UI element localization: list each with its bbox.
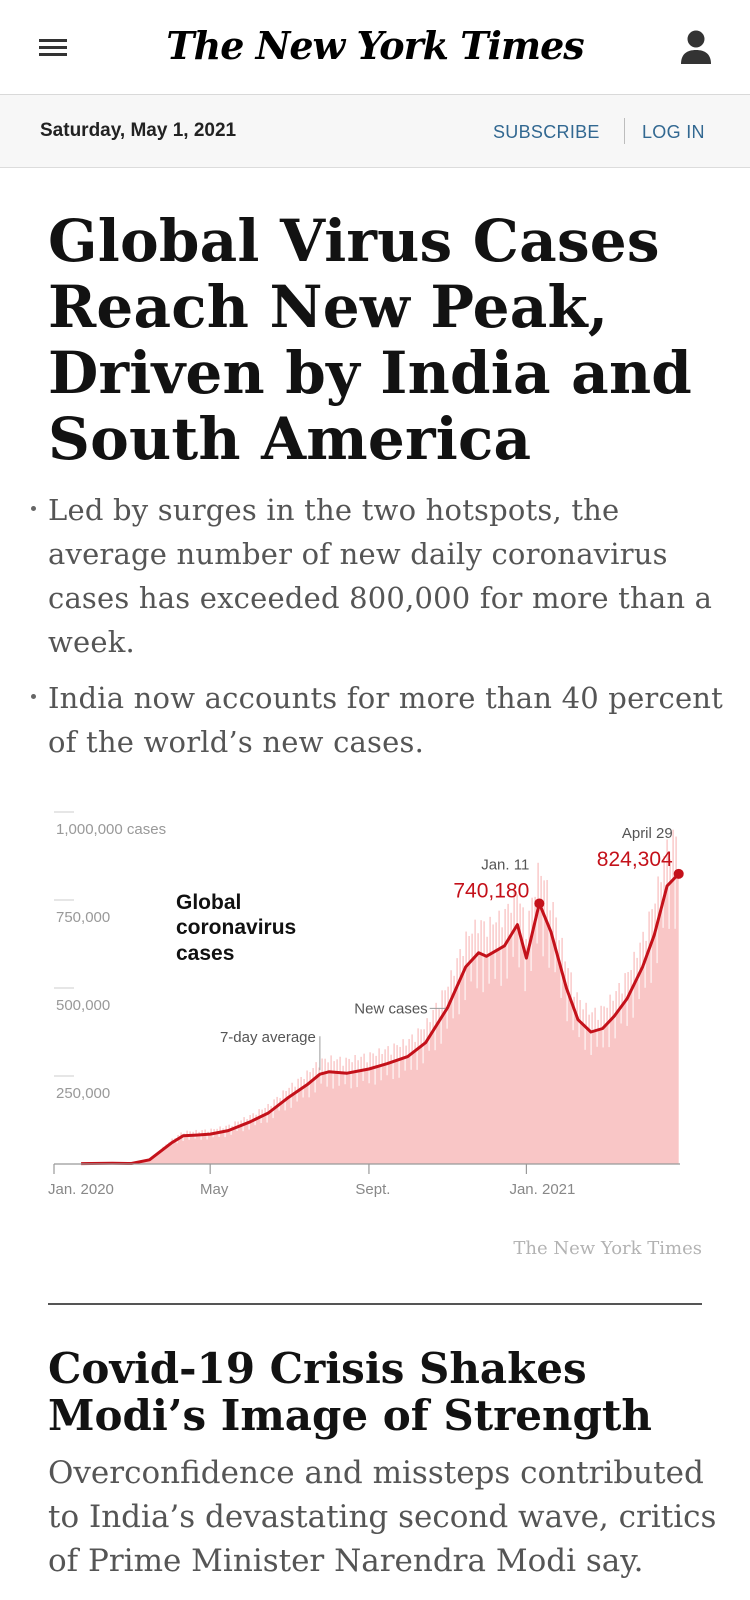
annotation-date: Jan. 11 <box>481 856 529 873</box>
chart-credit: The New York Times <box>513 1238 702 1259</box>
x-tick-label: Sept. <box>355 1181 390 1198</box>
nyt-logo[interactable]: The New York Times <box>166 23 584 68</box>
chart-title-line: Global <box>176 891 241 914</box>
seven-day-average-label: 7-day average <box>220 1029 316 1046</box>
y-tick-label: 1,000,000 cases <box>56 821 166 838</box>
x-tick-label: Jan. 2020 <box>48 1181 114 1198</box>
story-headline[interactable]: Global Virus Cases Reach New Peak, Drive… <box>48 207 693 473</box>
summary-bullet: Led by surges in the two hotspots, the a… <box>31 488 728 664</box>
edition-date: Saturday, May 1, 2021 <box>40 120 237 141</box>
seven-day-average-line <box>81 872 680 1166</box>
summary-bullet: India now accounts for more than 40 perc… <box>31 676 728 764</box>
new-cases-label: New cases <box>354 1000 427 1017</box>
user-account-icon[interactable] <box>678 28 714 68</box>
peak-marker <box>673 868 684 879</box>
x-tick-label: May <box>200 1181 229 1198</box>
date-bar: Saturday, May 1, 2021 SUBSCRIBE LOG IN <box>0 95 750 168</box>
annotation-date: April 29 <box>622 825 673 842</box>
annotation-value: 824,304 <box>597 848 673 871</box>
y-tick-label: 500,000 <box>56 997 110 1014</box>
story2-summary: Overconfidence and missteps contributed … <box>48 1455 717 1579</box>
hamburger-menu-icon[interactable] <box>37 36 69 60</box>
chart-title-line: coronavirus <box>176 916 296 939</box>
x-tick-label: Jan. 2021 <box>509 1181 575 1198</box>
y-tick-label: 750,000 <box>56 909 110 926</box>
global-cases-chart[interactable]: Jan. 2020 May Sept. Jan. 2021 1,000,000 cas… <box>40 790 710 1220</box>
y-tick-label: 250,000 <box>56 1085 110 1102</box>
story2-headline[interactable]: Covid-19 Crisis Shakes Modi’s Image of S… <box>48 1344 652 1440</box>
chart-title-line: cases <box>176 942 234 965</box>
divider <box>624 118 625 144</box>
peak-marker <box>534 898 545 909</box>
login-link[interactable]: LOG IN <box>642 122 705 142</box>
annotation-value: 740,180 <box>453 879 529 902</box>
section-divider <box>48 1303 702 1305</box>
masthead: The New York Times <box>0 0 750 95</box>
subscribe-link[interactable]: SUBSCRIBE <box>493 122 600 142</box>
story-summary-list: Led by surges in the two hotspots, the a… <box>31 488 728 776</box>
